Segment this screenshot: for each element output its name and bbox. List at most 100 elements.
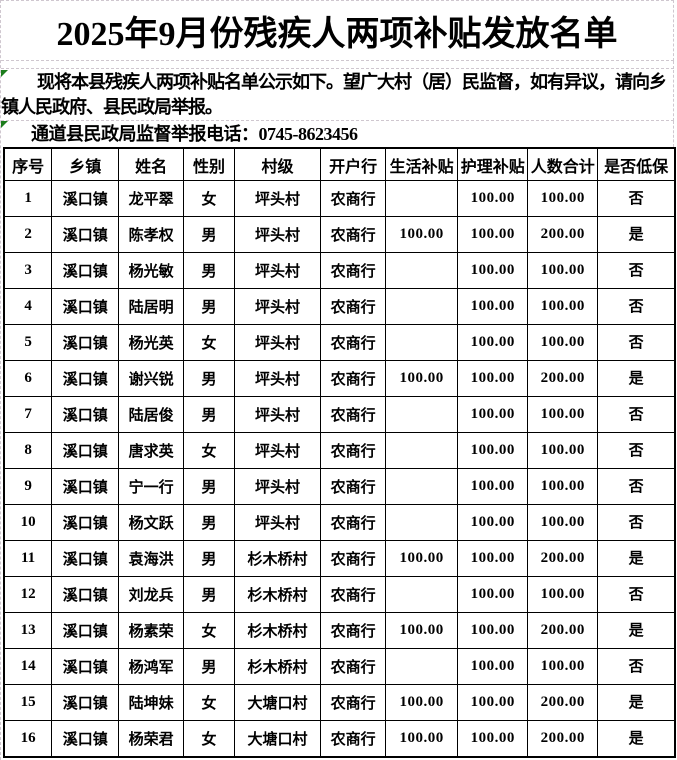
cell-col-index[interactable]: 14 (3, 648, 53, 685)
cell-col-name[interactable]: 陈孝权 (118, 216, 185, 253)
cell-col-lowbao[interactable]: 否 (597, 180, 676, 217)
cell-col-gender[interactable]: 女 (183, 720, 235, 758)
cell-col-lowbao[interactable]: 否 (597, 432, 676, 469)
cell-col-gender[interactable]: 女 (183, 432, 235, 469)
cell-col-lowbao[interactable]: 是 (597, 684, 676, 721)
cell-col-living[interactable]: 100.00 (385, 540, 459, 577)
cell-col-village[interactable]: 坪头村 (233, 288, 322, 325)
cell-col-nursing[interactable]: 100.00 (457, 324, 529, 361)
cell-col-town[interactable]: 溪口镇 (51, 432, 120, 469)
title-cell[interactable]: 2025年9月份残疾人两项补贴发放名单 (1, 0, 674, 61)
cell-col-index[interactable]: 4 (3, 288, 53, 325)
cell-col-total[interactable]: 100.00 (527, 648, 599, 685)
cell-col-town[interactable]: 溪口镇 (51, 684, 120, 721)
cell-col-village[interactable]: 坪头村 (233, 180, 322, 217)
cell-col-gender[interactable]: 男 (183, 288, 235, 325)
cell-col-bank[interactable]: 农商行 (320, 288, 387, 325)
cell-col-bank[interactable]: 农商行 (320, 612, 387, 649)
cell-col-lowbao[interactable]: 否 (597, 468, 676, 505)
cell-col-living[interactable] (385, 432, 459, 469)
cell-col-gender[interactable]: 男 (183, 468, 235, 505)
cell-col-name[interactable]: 唐求英 (118, 432, 185, 469)
cell-col-nursing[interactable]: 100.00 (457, 216, 529, 253)
cell-col-bank[interactable]: 农商行 (320, 216, 387, 253)
cell-col-total[interactable]: 100.00 (527, 288, 599, 325)
cell-col-gender[interactable]: 女 (183, 324, 235, 361)
cell-col-village[interactable]: 大塘口村 (233, 720, 322, 758)
cell-col-name[interactable]: 刘龙兵 (118, 576, 185, 613)
cell-col-living[interactable] (385, 648, 459, 685)
cell-col-index[interactable]: 15 (3, 684, 53, 721)
cell-col-nursing[interactable]: 100.00 (457, 720, 529, 758)
cell-col-index[interactable]: 12 (3, 576, 53, 613)
cell-col-total[interactable]: 200.00 (527, 216, 599, 253)
column-header-col-index[interactable]: 序号 (3, 147, 53, 181)
cell-col-total[interactable]: 200.00 (527, 612, 599, 649)
cell-col-nursing[interactable]: 100.00 (457, 576, 529, 613)
cell-col-town[interactable]: 溪口镇 (51, 468, 120, 505)
cell-col-village[interactable]: 杉木桥村 (233, 576, 322, 613)
cell-col-nursing[interactable]: 100.00 (457, 612, 529, 649)
cell-col-total[interactable]: 100.00 (527, 432, 599, 469)
cell-col-town[interactable]: 溪口镇 (51, 720, 120, 758)
cell-col-nursing[interactable]: 100.00 (457, 684, 529, 721)
cell-col-name[interactable]: 杨鸿军 (118, 648, 185, 685)
cell-col-living[interactable] (385, 324, 459, 361)
cell-col-nursing[interactable]: 100.00 (457, 288, 529, 325)
column-header-col-name[interactable]: 姓名 (118, 147, 185, 181)
column-header-col-living[interactable]: 生活补贴 (385, 147, 459, 181)
cell-col-index[interactable]: 10 (3, 504, 53, 541)
cell-col-lowbao[interactable]: 否 (597, 576, 676, 613)
column-header-col-nursing[interactable]: 护理补贴 (457, 147, 529, 181)
cell-col-name[interactable]: 杨光敏 (118, 252, 185, 289)
cell-col-lowbao[interactable]: 是 (597, 360, 676, 397)
cell-col-total[interactable]: 200.00 (527, 360, 599, 397)
cell-col-town[interactable]: 溪口镇 (51, 576, 120, 613)
cell-col-total[interactable]: 200.00 (527, 720, 599, 758)
cell-col-town[interactable]: 溪口镇 (51, 288, 120, 325)
cell-col-bank[interactable]: 农商行 (320, 504, 387, 541)
cell-col-village[interactable]: 坪头村 (233, 324, 322, 361)
cell-col-living[interactable] (385, 576, 459, 613)
cell-col-bank[interactable]: 农商行 (320, 540, 387, 577)
cell-col-total[interactable]: 200.00 (527, 540, 599, 577)
column-header-col-total[interactable]: 人数合计 (527, 147, 599, 181)
cell-col-lowbao[interactable]: 否 (597, 504, 676, 541)
cell-col-town[interactable]: 溪口镇 (51, 540, 120, 577)
cell-col-gender[interactable]: 男 (183, 360, 235, 397)
cell-col-total[interactable]: 100.00 (527, 576, 599, 613)
cell-col-living[interactable] (385, 468, 459, 505)
cell-col-name[interactable]: 袁海洪 (118, 540, 185, 577)
cell-col-index[interactable]: 11 (3, 540, 53, 577)
cell-col-gender[interactable]: 男 (183, 216, 235, 253)
cell-col-lowbao[interactable]: 是 (597, 216, 676, 253)
cell-col-name[interactable]: 陆居俊 (118, 396, 185, 433)
cell-col-town[interactable]: 溪口镇 (51, 252, 120, 289)
cell-col-town[interactable]: 溪口镇 (51, 504, 120, 541)
cell-col-bank[interactable]: 农商行 (320, 252, 387, 289)
cell-col-lowbao[interactable]: 否 (597, 324, 676, 361)
cell-col-name[interactable]: 陆居明 (118, 288, 185, 325)
column-header-col-bank[interactable]: 开户行 (320, 147, 387, 181)
cell-col-total[interactable]: 100.00 (527, 396, 599, 433)
cell-col-living[interactable] (385, 504, 459, 541)
cell-col-town[interactable]: 溪口镇 (51, 180, 120, 217)
cell-col-village[interactable]: 坪头村 (233, 252, 322, 289)
cell-col-name[interactable]: 龙平翠 (118, 180, 185, 217)
cell-col-total[interactable]: 100.00 (527, 468, 599, 505)
cell-col-index[interactable]: 3 (3, 252, 53, 289)
cell-col-gender[interactable]: 女 (183, 180, 235, 217)
cell-col-gender[interactable]: 男 (183, 540, 235, 577)
cell-col-bank[interactable]: 农商行 (320, 468, 387, 505)
cell-col-lowbao[interactable]: 是 (597, 612, 676, 649)
cell-col-lowbao[interactable]: 否 (597, 648, 676, 685)
cell-col-town[interactable]: 溪口镇 (51, 612, 120, 649)
cell-col-town[interactable]: 溪口镇 (51, 396, 120, 433)
cell-col-name[interactable]: 杨素荣 (118, 612, 185, 649)
cell-col-town[interactable]: 溪口镇 (51, 324, 120, 361)
cell-col-name[interactable]: 杨文跃 (118, 504, 185, 541)
cell-col-index[interactable]: 8 (3, 432, 53, 469)
cell-col-bank[interactable]: 农商行 (320, 720, 387, 758)
cell-col-gender[interactable]: 女 (183, 684, 235, 721)
cell-col-village[interactable]: 坪头村 (233, 396, 322, 433)
